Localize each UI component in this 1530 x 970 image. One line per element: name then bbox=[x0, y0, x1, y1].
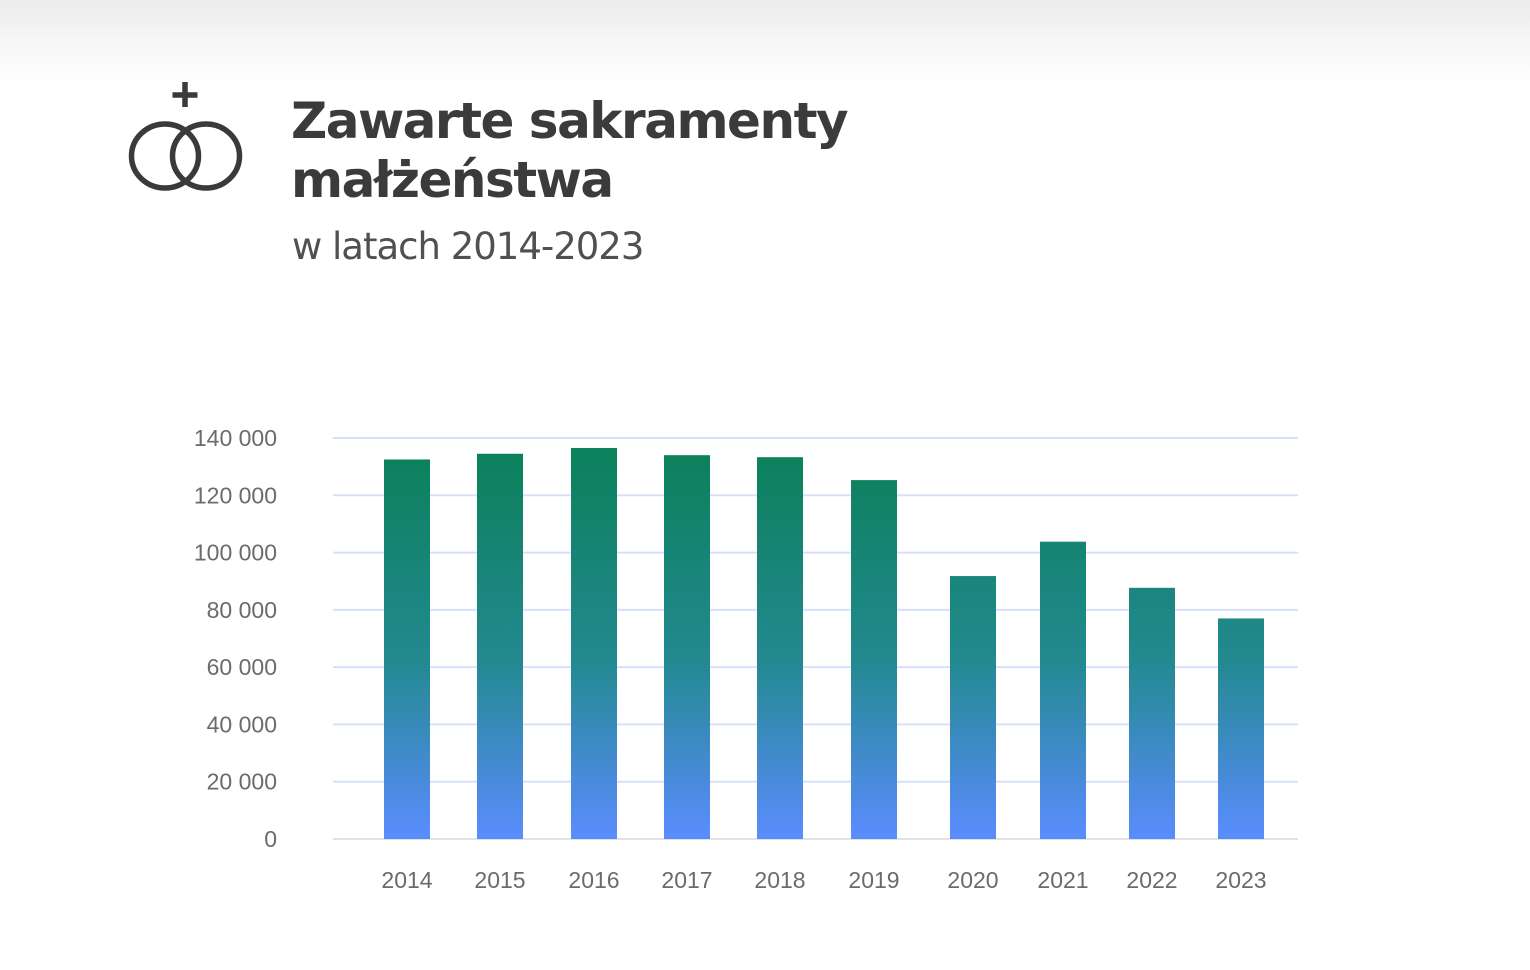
y-axis-tick-labels: 0 20 000 40 000 60 000 80 000 100 000 120 000 1… bbox=[194, 425, 277, 852]
y-tick-label: 20 000 bbox=[207, 769, 277, 795]
x-tick-label: 2019 bbox=[848, 867, 899, 893]
bar-2023 bbox=[1218, 618, 1264, 839]
y-tick-label: 140 000 bbox=[194, 425, 277, 451]
y-tick-label: 100 000 bbox=[194, 540, 277, 566]
top-shade bbox=[0, 0, 1530, 90]
x-tick-label: 2018 bbox=[754, 867, 805, 893]
y-tick-label: 40 000 bbox=[207, 711, 277, 737]
x-tick-label: 2017 bbox=[661, 867, 712, 893]
bar-2018 bbox=[757, 457, 803, 839]
y-tick-label: 60 000 bbox=[207, 654, 277, 680]
page-title: Zawarte sakramenty małżeństwa bbox=[291, 92, 991, 210]
page-subtitle: w latach 2014-2023 bbox=[292, 225, 644, 268]
y-tick-label: 120 000 bbox=[194, 482, 277, 508]
y-tick-label: 0 bbox=[264, 826, 277, 852]
x-tick-label: 2014 bbox=[381, 867, 432, 893]
bar-2014 bbox=[384, 459, 430, 839]
bar-2021 bbox=[1040, 541, 1086, 839]
x-tick-label: 2016 bbox=[568, 867, 619, 893]
title-line-1: Zawarte sakramenty bbox=[291, 92, 849, 150]
bar-2015 bbox=[477, 453, 523, 839]
bars bbox=[384, 448, 1264, 839]
x-tick-label: 2021 bbox=[1037, 867, 1088, 893]
wedding-rings-cross-icon bbox=[128, 82, 243, 191]
bar-2020 bbox=[950, 576, 996, 839]
title-line-2: małżeństwa bbox=[291, 151, 614, 209]
y-tick-label: 80 000 bbox=[207, 597, 277, 623]
bar-2019 bbox=[851, 480, 897, 839]
bar-2022 bbox=[1129, 587, 1175, 839]
x-tick-label: 2023 bbox=[1215, 867, 1266, 893]
x-tick-label: 2022 bbox=[1126, 867, 1177, 893]
x-axis-tick-labels: 2014 2015 2016 2017 2018 2019 2020 2021 2022 2023 bbox=[381, 867, 1266, 893]
bar-2017 bbox=[664, 455, 710, 839]
bar-2016 bbox=[571, 448, 617, 839]
x-tick-label: 2020 bbox=[947, 867, 998, 893]
x-tick-label: 2015 bbox=[474, 867, 525, 893]
